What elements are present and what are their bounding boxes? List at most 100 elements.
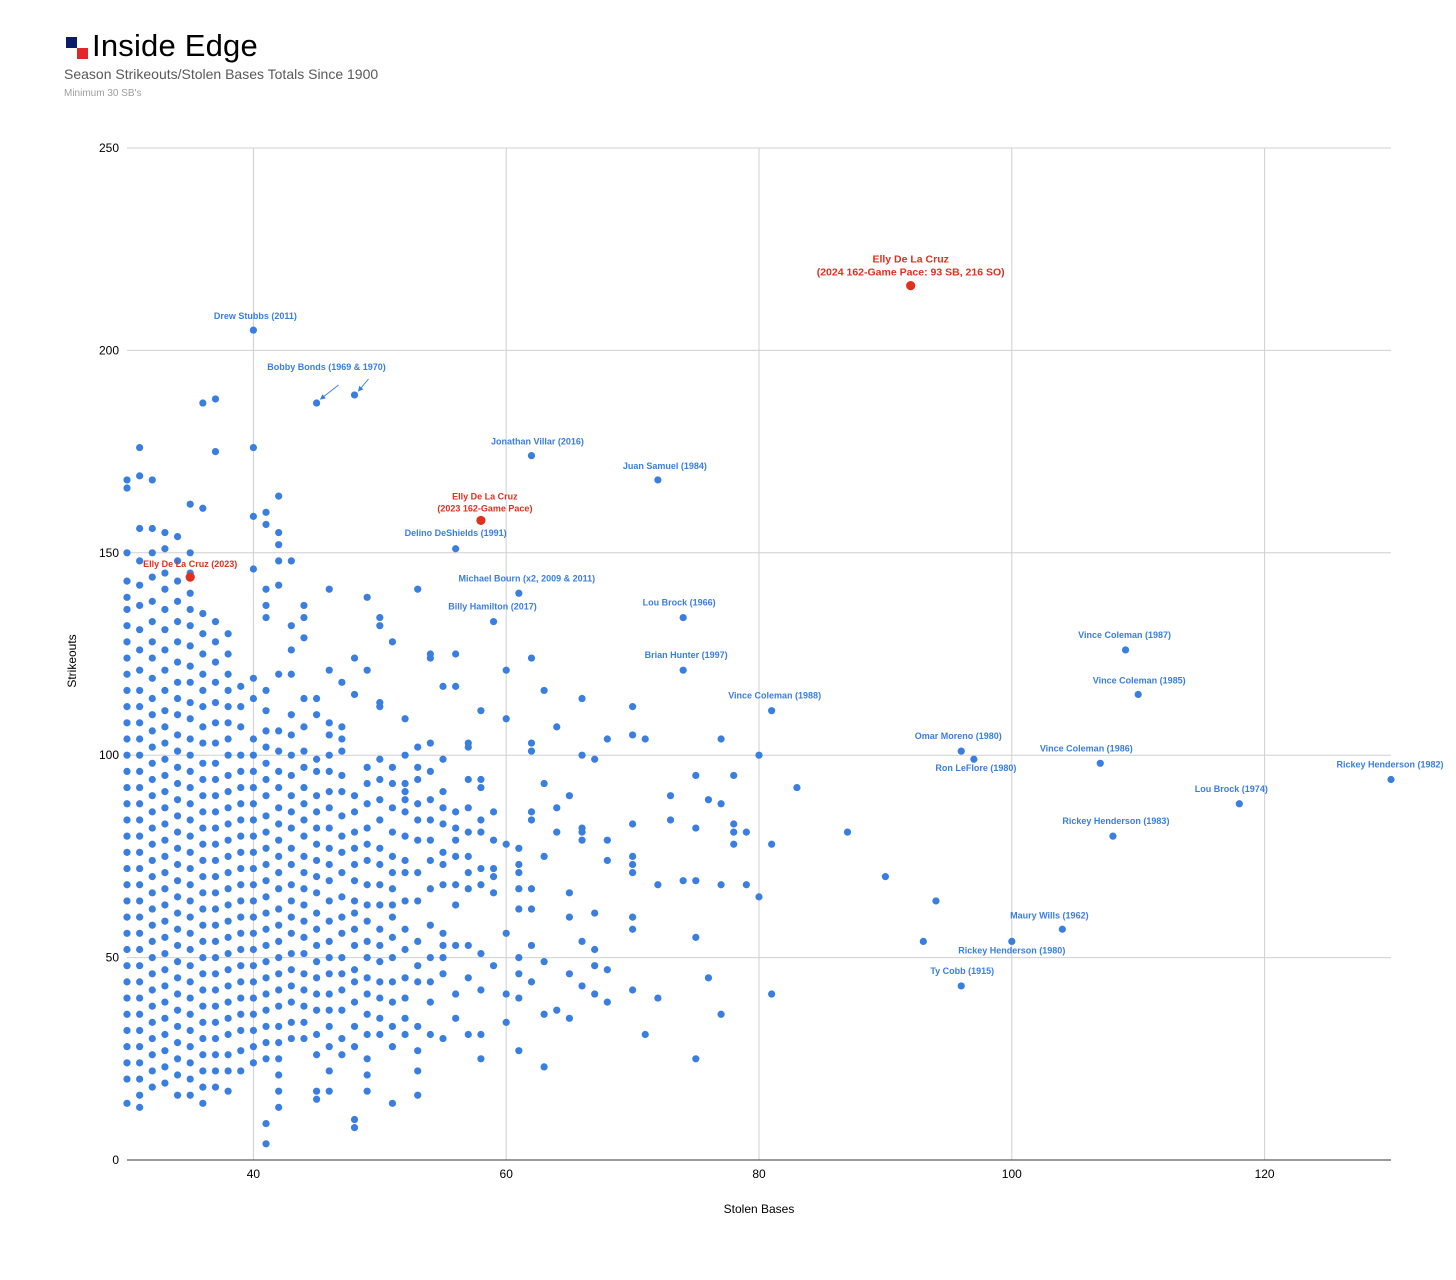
data-point — [224, 966, 232, 974]
data-point — [363, 954, 371, 962]
data-point — [414, 1091, 422, 1099]
data-point — [363, 990, 371, 998]
data-point — [123, 735, 131, 743]
data-point — [388, 638, 397, 646]
data-point — [553, 1006, 561, 1014]
data-point — [553, 804, 561, 812]
x-axis-title: Stolen Bases — [724, 1202, 795, 1216]
data-point — [325, 1022, 333, 1031]
data-point — [363, 824, 371, 832]
data-point — [199, 905, 207, 913]
data-point — [275, 747, 283, 755]
data-point — [414, 800, 422, 808]
data-point — [338, 848, 346, 856]
data-point — [287, 792, 295, 800]
data-point — [325, 585, 333, 593]
data-point — [186, 622, 194, 630]
data-point — [275, 954, 283, 962]
data-point — [161, 771, 169, 780]
data-point — [401, 1030, 409, 1039]
data-point — [502, 1018, 510, 1026]
annotated-point — [515, 589, 523, 597]
data-point — [730, 771, 738, 780]
data-point — [388, 913, 397, 921]
data-point — [452, 808, 460, 816]
data-point — [262, 1039, 270, 1047]
data-point — [414, 937, 422, 946]
data-point — [224, 868, 232, 877]
data-point — [186, 1075, 194, 1083]
data-point — [186, 662, 194, 670]
data-point — [313, 941, 321, 950]
data-point — [325, 1006, 333, 1014]
highlight-label: Elly De La Cruz (2023) — [143, 559, 237, 569]
data-point — [148, 711, 156, 719]
data-point — [742, 828, 750, 836]
data-point — [591, 755, 599, 763]
data-point — [414, 962, 422, 970]
data-point — [553, 723, 561, 731]
data-point — [388, 998, 397, 1006]
annotated-point — [452, 545, 460, 553]
data-point — [237, 945, 245, 954]
data-point — [275, 1039, 283, 1047]
data-point — [237, 864, 245, 873]
data-point — [275, 970, 283, 978]
data-point — [161, 739, 169, 747]
data-point — [199, 630, 207, 638]
annotated-point — [1058, 925, 1066, 933]
data-point — [275, 727, 283, 735]
data-point — [426, 998, 434, 1006]
data-point — [199, 986, 207, 994]
data-point — [249, 1026, 257, 1035]
data-point — [123, 1099, 131, 1107]
data-point — [452, 901, 460, 909]
data-point — [199, 723, 207, 731]
data-point — [363, 800, 371, 808]
data-point — [527, 654, 536, 662]
point-label: Billy Hamilton (2017) — [448, 602, 537, 612]
data-point — [275, 541, 283, 549]
data-point — [401, 832, 409, 840]
data-point — [224, 852, 232, 861]
data-point — [363, 1055, 371, 1063]
data-point — [148, 1051, 156, 1059]
data-point — [186, 994, 194, 1002]
data-point — [123, 945, 131, 954]
data-point — [565, 792, 574, 800]
data-point — [692, 824, 700, 832]
data-point — [313, 990, 321, 998]
data-point — [452, 836, 460, 844]
annotated-point — [350, 391, 359, 399]
data-point — [173, 990, 182, 998]
data-point — [211, 840, 220, 848]
data-point — [161, 966, 169, 974]
data-point — [426, 885, 434, 893]
x-tick-label: 100 — [1002, 1167, 1022, 1181]
data-point — [173, 1039, 182, 1047]
data-point — [275, 804, 283, 812]
data-point — [123, 848, 131, 856]
data-point — [363, 917, 371, 925]
data-point — [161, 982, 169, 990]
data-point — [439, 970, 447, 978]
data-point — [300, 986, 308, 994]
data-point — [148, 654, 156, 662]
data-point — [489, 864, 498, 873]
data-point — [300, 933, 308, 941]
data-point — [287, 897, 295, 905]
data-point — [224, 933, 232, 941]
data-point — [262, 877, 270, 885]
data-point — [173, 638, 182, 646]
data-point — [224, 949, 232, 958]
annotated-point — [1235, 800, 1243, 808]
data-point — [313, 711, 321, 719]
data-point — [237, 994, 245, 1002]
data-point — [136, 1043, 144, 1051]
data-point — [136, 1091, 144, 1099]
annotated-point — [1096, 759, 1104, 767]
data-point — [186, 962, 194, 970]
data-point — [224, 1087, 232, 1095]
data-point — [262, 828, 270, 836]
data-point — [363, 840, 371, 848]
